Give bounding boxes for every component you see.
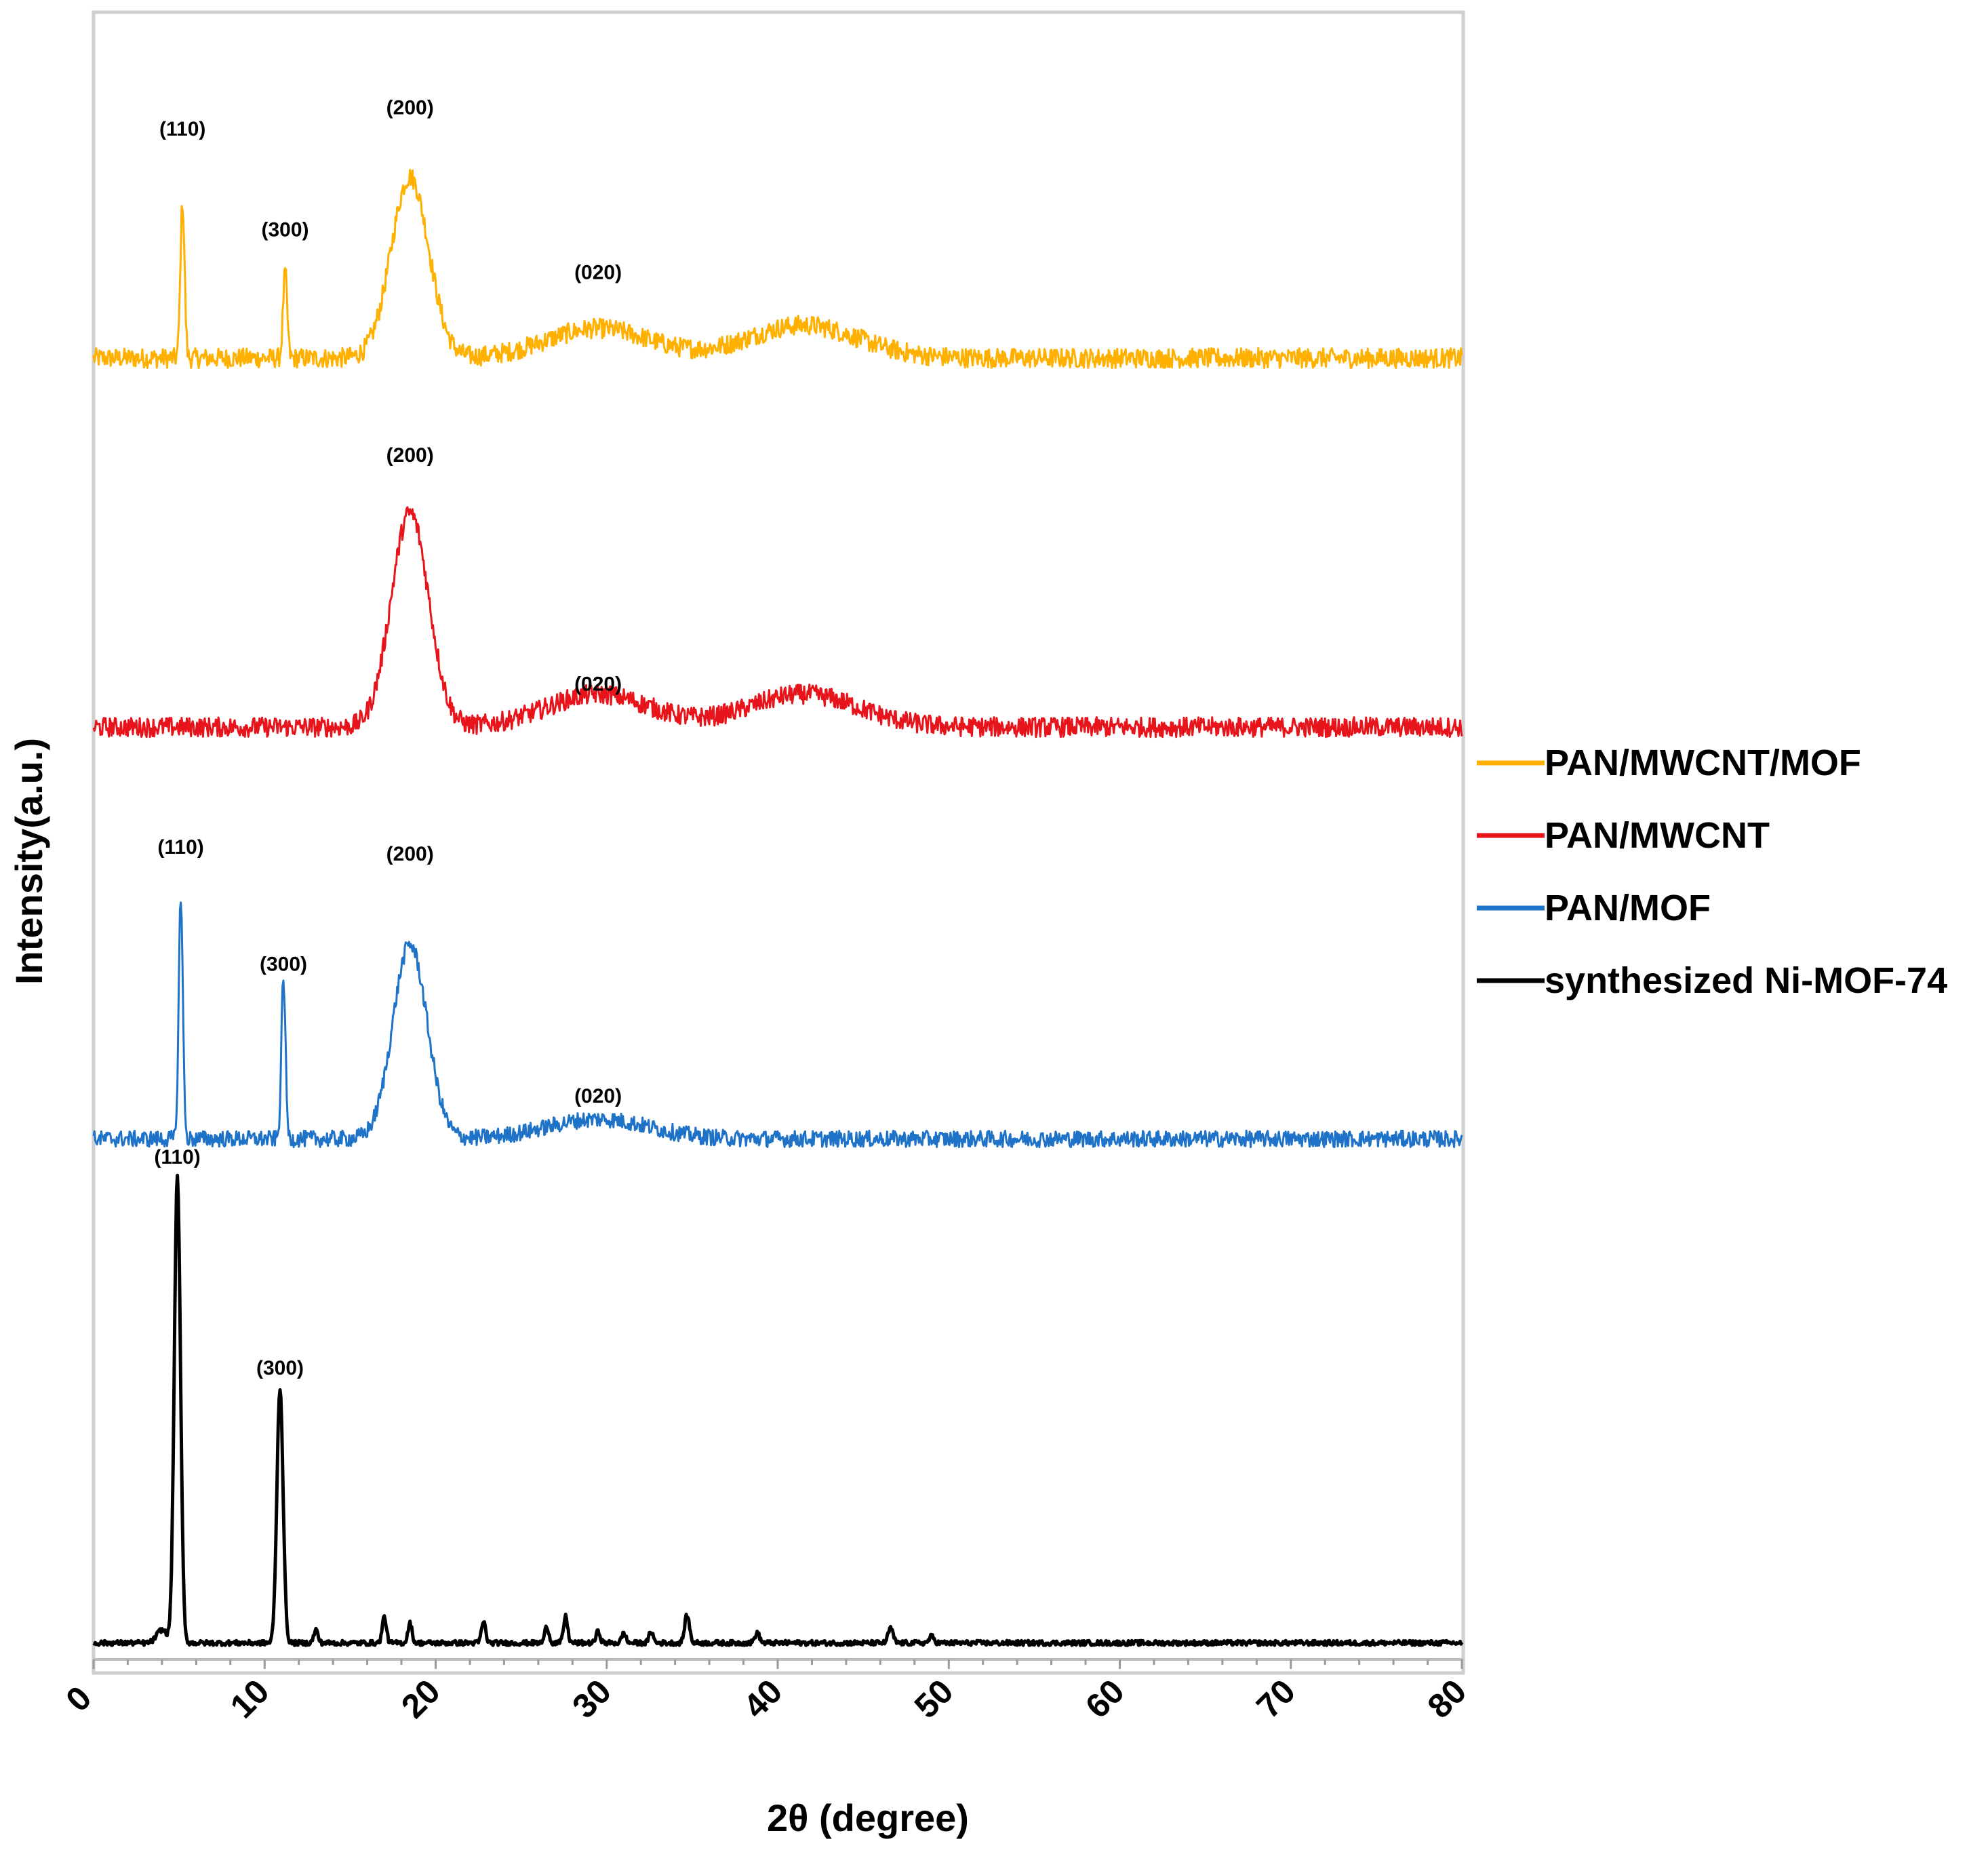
x-axis-title: 2θ (degree) — [767, 1796, 969, 1839]
legend-label-2: PAN/MWCNT — [1545, 815, 1770, 856]
x-tick-label-20: 20 — [394, 1672, 448, 1726]
peak-label-4-1: (110) — [154, 1146, 200, 1168]
peak-label-1-4: (020) — [574, 262, 622, 284]
series-line-3 — [92, 901, 1463, 1149]
legend-label-1: PAN/MWCNT/MOF — [1545, 743, 1861, 783]
peak-label-1-1: (110) — [159, 118, 205, 140]
peak-label-3-3: (200) — [386, 843, 434, 865]
peak-label-3-2: (300) — [260, 953, 307, 976]
x-tick-label-70: 70 — [1249, 1672, 1303, 1726]
series-layer — [92, 169, 1464, 1647]
x-tick-label-80: 80 — [1420, 1672, 1474, 1726]
series-line-1 — [92, 169, 1463, 370]
legend-label-3: PAN/MOF — [1545, 888, 1711, 928]
x-tick-label-40: 40 — [736, 1672, 790, 1726]
legend-label-4: synthesized Ni-MOF-74 — [1545, 960, 1947, 1001]
peak-annotations: (110) (300) (200) (020) (200) (020) (110) (300)… — [154, 97, 622, 1379]
plot-area-border — [92, 10, 1465, 1675]
peak-label-3-4: (020) — [574, 1085, 622, 1107]
legend: PAN/MWCNT/MOF PAN/MWCNT PAN/MOF synthesized… — [1477, 743, 1947, 1001]
peak-label-3-1: (110) — [157, 836, 203, 859]
peak-label-2-2: (020) — [574, 673, 622, 696]
peak-label-1-2: (300) — [261, 218, 309, 241]
peak-label-2-1: (200) — [386, 444, 434, 467]
series-line-4 — [92, 1173, 1464, 1647]
peak-label-4-2: (300) — [256, 1357, 304, 1379]
x-tick-label-50: 50 — [907, 1672, 961, 1726]
x-tick-label-0: 0 — [58, 1678, 98, 1718]
y-axis-title: Intensity(a.u.) — [7, 738, 50, 985]
series-line-2 — [92, 506, 1463, 739]
x-tick-label-10: 10 — [223, 1672, 277, 1726]
x-tick-label-30: 30 — [565, 1672, 618, 1726]
x-tick-label-60: 60 — [1078, 1672, 1132, 1726]
peak-label-1-3: (200) — [386, 97, 434, 119]
